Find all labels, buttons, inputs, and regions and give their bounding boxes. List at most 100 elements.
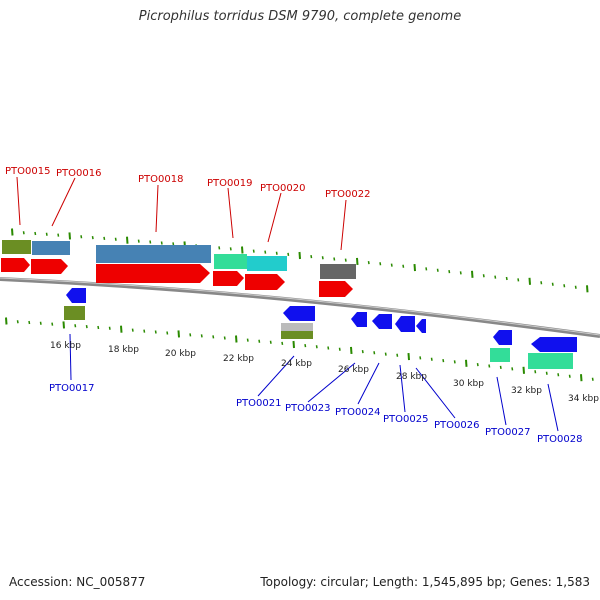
- major-tick: [350, 346, 353, 354]
- gene-arrow[interactable]: [283, 306, 315, 321]
- minor-tick: [390, 263, 393, 267]
- minor-tick: [494, 275, 497, 279]
- feature-bar[interactable]: [2, 240, 31, 254]
- major-tick: [356, 257, 359, 265]
- gene-label-pto0026[interactable]: PTO0026: [434, 420, 479, 431]
- major-tick: [241, 246, 244, 254]
- minor-tick: [16, 320, 19, 324]
- minor-tick: [338, 347, 341, 351]
- minor-tick: [361, 349, 364, 354]
- gene-arrow[interactable]: [1, 258, 30, 272]
- minor-tick: [281, 341, 284, 346]
- feature-bar[interactable]: [214, 254, 247, 269]
- feature-bar[interactable]: [32, 241, 70, 255]
- minor-tick: [448, 269, 451, 274]
- minor-tick: [103, 236, 106, 241]
- minor-tick: [459, 271, 462, 275]
- minor-tick: [310, 254, 313, 259]
- minor-tick: [379, 262, 382, 266]
- gene-label-pto0021[interactable]: PTO0021: [236, 398, 281, 409]
- map-title: Picrophilus torridus DSM 9790, complete …: [138, 9, 462, 24]
- minor-tick: [315, 345, 318, 349]
- gene-arrow[interactable]: [416, 319, 426, 333]
- minor-tick: [80, 235, 83, 239]
- major-tick: [120, 325, 123, 333]
- leader-lines: [16, 176, 559, 432]
- gene-arrow[interactable]: [372, 314, 392, 329]
- feature-bar[interactable]: [96, 245, 211, 263]
- minor-tick: [367, 260, 370, 265]
- minor-tick: [131, 328, 134, 332]
- minor-tick: [540, 281, 543, 285]
- gene-arrow[interactable]: [531, 337, 577, 352]
- accession-label: Accession: NC_005877: [9, 575, 146, 589]
- minor-tick: [149, 240, 152, 244]
- minor-tick: [568, 374, 571, 378]
- minor-tick: [396, 353, 399, 357]
- major-tick: [407, 353, 410, 361]
- minor-tick: [304, 343, 307, 348]
- gene-arrow[interactable]: [96, 264, 210, 283]
- lower-tick-row: [5, 317, 594, 382]
- gene-arrow[interactable]: [395, 316, 415, 332]
- minor-tick: [327, 346, 330, 350]
- major-tick: [465, 359, 468, 367]
- reverse-gene-labels: PTO0017 PTO0021 PTO0023 PTO0024 PTO0025 …: [49, 383, 582, 445]
- gene-arrow[interactable]: [31, 259, 68, 274]
- gene-label-pto0025[interactable]: PTO0025: [383, 414, 428, 425]
- major-tick: [522, 366, 525, 374]
- gene-label-pto0019[interactable]: PTO0019: [207, 178, 252, 189]
- feature-bar[interactable]: [528, 353, 573, 369]
- gene-label-pto0022[interactable]: PTO0022: [325, 189, 370, 200]
- minor-tick: [97, 325, 100, 330]
- minor-tick: [39, 321, 42, 325]
- major-tick: [62, 321, 65, 329]
- major-tick: [5, 317, 8, 325]
- gene-label-pto0028[interactable]: PTO0028: [537, 434, 582, 445]
- minor-tick: [269, 340, 272, 344]
- minor-tick: [453, 360, 456, 364]
- minor-tick: [218, 246, 221, 250]
- kbp-label: 30 kbp: [453, 379, 484, 389]
- feature-bar[interactable]: [320, 264, 356, 279]
- minor-tick: [85, 324, 88, 329]
- gene-label-pto0020[interactable]: PTO0020: [260, 183, 305, 194]
- feature-bar[interactable]: [281, 331, 313, 339]
- gene-arrow[interactable]: [493, 330, 512, 345]
- gene-arrow[interactable]: [319, 281, 353, 297]
- gene-label-pto0015[interactable]: PTO0015: [5, 166, 50, 177]
- gene-arrow[interactable]: [213, 271, 244, 286]
- minor-tick: [482, 274, 485, 278]
- gene-label-pto0024[interactable]: PTO0024: [335, 407, 380, 418]
- minor-tick: [51, 322, 54, 326]
- gene-label-pto0027[interactable]: PTO0027: [485, 427, 530, 438]
- minor-tick: [436, 268, 439, 272]
- minor-tick: [200, 334, 203, 338]
- minor-tick: [425, 267, 428, 271]
- minor-tick: [45, 232, 48, 236]
- minor-tick: [264, 250, 267, 254]
- gene-label-pto0018[interactable]: PTO0018: [138, 174, 183, 185]
- minor-tick: [551, 282, 554, 286]
- feature-bar[interactable]: [490, 348, 510, 362]
- major-tick: [126, 236, 129, 244]
- kbp-label: 32 kbp: [511, 386, 542, 396]
- major-tick: [413, 264, 416, 272]
- gene-arrow[interactable]: [351, 312, 367, 327]
- minor-tick: [574, 285, 577, 289]
- minor-tick: [373, 351, 376, 355]
- gene-arrow[interactable]: [245, 274, 285, 290]
- feature-bar[interactable]: [247, 256, 287, 271]
- minor-tick: [160, 241, 163, 245]
- minor-tick: [275, 251, 278, 255]
- genome-backbone: [0, 277, 600, 338]
- gene-label-pto0017[interactable]: PTO0017: [49, 383, 94, 394]
- kbp-label: 18 kbp: [108, 345, 139, 355]
- forward-features: [1, 240, 356, 297]
- gene-arrow[interactable]: [66, 288, 86, 303]
- minor-tick: [57, 233, 60, 237]
- feature-bar[interactable]: [64, 306, 85, 320]
- gene-label-pto0016[interactable]: PTO0016: [56, 168, 101, 179]
- gene-label-pto0023[interactable]: PTO0023: [285, 403, 330, 414]
- feature-bar[interactable]: [281, 323, 313, 331]
